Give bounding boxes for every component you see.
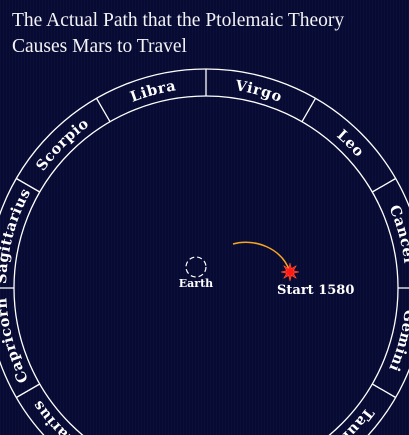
title-line-1: The Actual Path that the Ptolemaic Theor… bbox=[12, 10, 345, 31]
zodiac-dividers bbox=[0, 69, 409, 399]
zodiac-sign-leo: Leo bbox=[333, 126, 367, 160]
zodiac-sign-cancer: Cancer bbox=[385, 203, 409, 267]
zodiac-sign-taurus: Taurus bbox=[323, 405, 378, 435]
mars-path bbox=[232, 241, 291, 273]
mars-start-label: Start 1580 bbox=[277, 283, 354, 298]
zodiac-ring: VirgoLeoCancerGeminiTaurusAriesPiscesAqu… bbox=[0, 68, 409, 435]
zodiac-divider bbox=[301, 98, 317, 123]
earth: Earth bbox=[179, 256, 213, 290]
zodiac-sign-libra: Libra bbox=[128, 77, 177, 105]
zodiac-divider bbox=[371, 177, 396, 193]
diagram-title: The Actual Path that the Ptolemaic Theor… bbox=[12, 8, 404, 60]
mars: Start 1580 bbox=[277, 262, 354, 298]
zodiac-divider bbox=[95, 98, 111, 123]
zodiac-outer-ring bbox=[0, 68, 409, 435]
zodiac-divider bbox=[16, 177, 41, 193]
zodiac-divider bbox=[16, 383, 41, 399]
earth-marker bbox=[185, 256, 207, 278]
title-line-2: Causes Mars to Travel bbox=[12, 36, 187, 57]
mars-star-icon bbox=[280, 262, 300, 282]
zodiac-sign-gemini: Gemini bbox=[385, 309, 409, 374]
zodiac-sign-scorpio: Scorpio bbox=[33, 115, 92, 174]
zodiac-sign-labels: VirgoLeoCancerGeminiTaurusAriesPiscesAqu… bbox=[0, 77, 409, 435]
zodiac-sign-capricorn: Capricorn bbox=[0, 297, 32, 386]
zodiac-divider bbox=[371, 383, 396, 399]
earth-label: Earth bbox=[179, 277, 213, 290]
